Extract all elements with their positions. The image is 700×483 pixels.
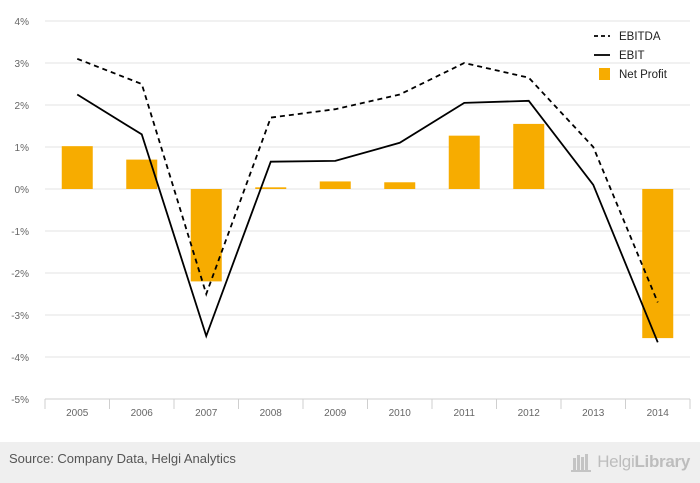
legend-swatch-net-profit xyxy=(599,68,610,80)
net-profit-bar xyxy=(448,135,480,189)
net-profit-bars xyxy=(61,123,674,339)
net-profit-bar xyxy=(642,189,674,339)
y-tick-label: -5% xyxy=(11,395,29,406)
x-tick-label: 2008 xyxy=(260,408,283,419)
legend-label-net-profit: Net Profit xyxy=(619,69,668,81)
net-profit-bar xyxy=(61,146,93,189)
source-text: Source: Company Data, Helgi Analytics xyxy=(9,451,236,466)
x-tick-label: 2011 xyxy=(453,408,475,419)
logo-word-bold: Library xyxy=(634,452,690,471)
net-profit-bar xyxy=(384,182,416,189)
net-profit-bar xyxy=(126,159,158,189)
y-tick-label: 4% xyxy=(15,17,30,28)
ebitda-line xyxy=(76,57,659,303)
line-series xyxy=(76,57,659,343)
y-tick-label: 3% xyxy=(15,59,30,70)
net-profit-bar xyxy=(190,189,222,282)
x-tick-label: 2007 xyxy=(195,408,218,419)
logo-word-light: Helgi xyxy=(597,452,635,471)
legend-label-ebitda: EBITDA xyxy=(619,31,661,43)
helgi-library-logo[interactable]: HelgiLibrary xyxy=(571,448,690,476)
x-tick-label: 2013 xyxy=(582,408,605,419)
x-tick-label: 2010 xyxy=(389,408,412,419)
chart-svg: 4%3%2%1%0%-1%-2%-3%-4%-5% 2005 2006 2007 20… xyxy=(11,17,691,419)
library-logo-icon xyxy=(571,454,592,472)
x-tick-label: 2006 xyxy=(131,408,154,419)
x-tick-label: 2009 xyxy=(324,408,347,419)
x-tick-label: 2014 xyxy=(647,408,670,419)
legend: EBITDA EBIT Net Profit xyxy=(594,31,668,81)
y-axis-tick-labels: 4% 3% 2% 1% 0% -1% -2% -3% -4% -5% xyxy=(11,17,29,406)
logo-text: HelgiLibrary xyxy=(597,452,690,472)
net-profit-bar xyxy=(319,181,351,189)
y-tick-label: -3% xyxy=(11,311,29,322)
x-tick-label: 2005 xyxy=(66,408,89,419)
gridlines xyxy=(44,20,691,409)
legend-label-ebit: EBIT xyxy=(619,50,645,62)
y-tick-label: -1% xyxy=(11,227,29,238)
footer: Source: Company Data, Helgi Analytics He… xyxy=(0,442,700,483)
y-tick-label: -4% xyxy=(11,353,29,364)
net-profit-bar xyxy=(513,123,545,189)
y-tick-label: 0% xyxy=(15,185,30,196)
y-tick-label: 2% xyxy=(15,101,30,112)
y-tick-label: 1% xyxy=(15,143,30,154)
net-profit-bar xyxy=(255,187,287,189)
x-axis-tick-labels: 2005 2006 2007 2008 2009 2010 2011 2012 2013 2014 xyxy=(66,408,669,419)
x-tick-label: 2012 xyxy=(518,408,541,419)
ebit-line xyxy=(76,93,659,343)
y-tick-label: -2% xyxy=(11,269,29,280)
